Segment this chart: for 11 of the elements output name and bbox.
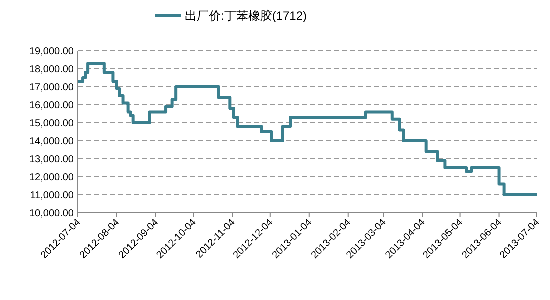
y-tick-label: 17,000.00 bbox=[30, 82, 74, 94]
legend-label: 出厂价:丁苯橡胶(1712) bbox=[185, 9, 308, 23]
y-tick-label: 14,000.00 bbox=[30, 136, 74, 148]
y-tick-label: 12,000.00 bbox=[30, 172, 74, 184]
y-tick-label: 15,000.00 bbox=[30, 118, 74, 130]
y-tick-label: 13,000.00 bbox=[30, 154, 74, 166]
y-tick-label: 19,000.00 bbox=[30, 46, 74, 58]
y-tick-label: 18,000.00 bbox=[30, 64, 74, 76]
y-tick-label: 11,000.00 bbox=[30, 190, 74, 202]
y-tick-label: 10,000.00 bbox=[30, 208, 74, 220]
y-tick-label: 16,000.00 bbox=[30, 100, 74, 112]
